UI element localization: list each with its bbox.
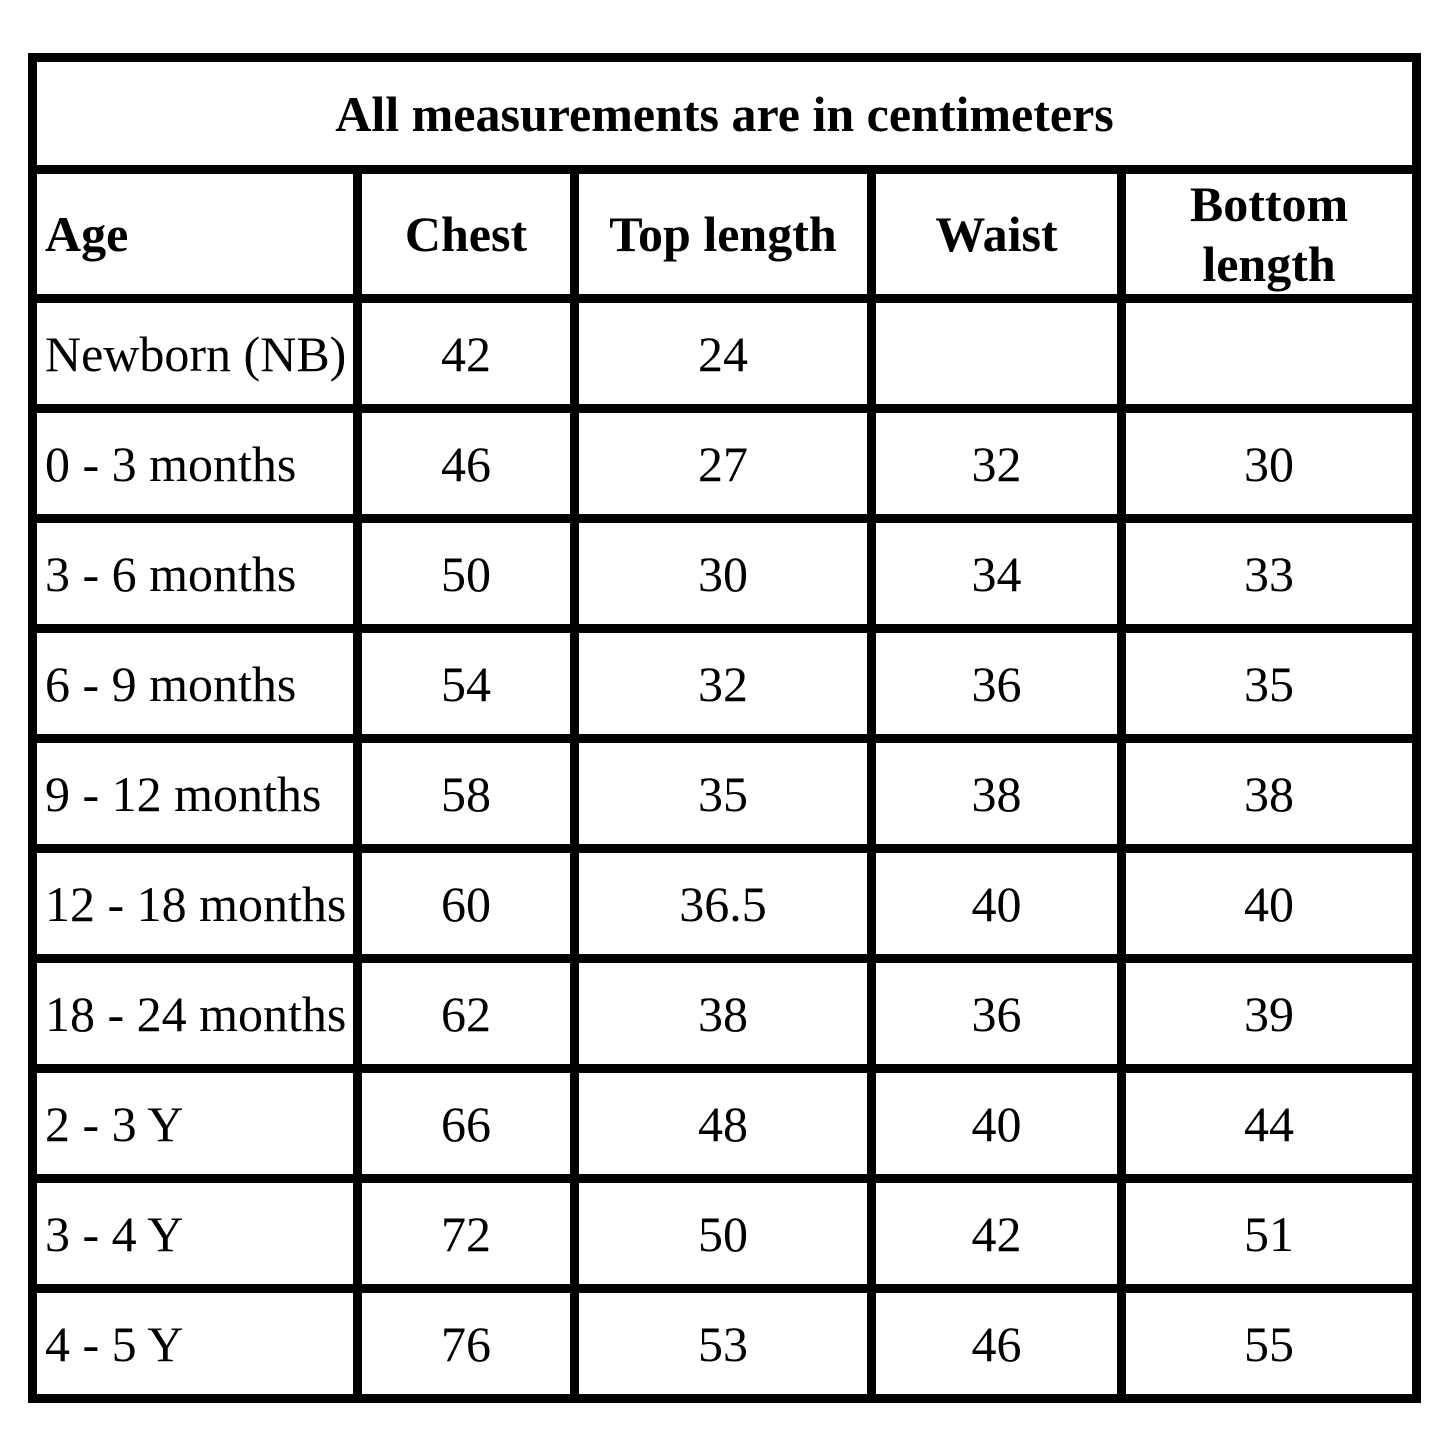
bottom_length-cell: 30 [1117,404,1421,523]
waist-cell: 38 [867,734,1126,853]
table-row: 0 - 3 months 46 27 32 30 [28,404,1421,523]
waist-cell: 40 [867,1064,1126,1183]
top_length-cell: 50 [570,1174,876,1293]
table-row: 4 - 5 Y 76 53 46 55 [28,1284,1421,1403]
top_length-cell: 27 [570,404,876,523]
age-cell: 9 - 12 months [28,734,362,853]
top_length-cell: 30 [570,514,876,633]
chest-cell: 58 [353,734,579,853]
column-header-chest: Chest [353,165,579,303]
column-header-bottom_length: Bottom length [1117,165,1421,303]
bottom_length-cell: 40 [1117,844,1421,963]
waist-cell: 36 [867,624,1126,743]
bottom_length-cell: 39 [1117,954,1421,1073]
column-header-top_length: Top length [570,165,876,303]
bottom_length-cell [1117,294,1421,413]
top_length-cell: 35 [570,734,876,853]
chest-cell: 60 [353,844,579,963]
waist-cell: 42 [867,1174,1126,1293]
chest-cell: 76 [353,1284,579,1403]
bottom_length-cell: 55 [1117,1284,1421,1403]
bottom_length-cell: 33 [1117,514,1421,633]
top_length-cell: 53 [570,1284,876,1403]
header-row: Age Chest Top length Waist Bottom length [28,165,1421,303]
age-cell: Newborn (NB) [28,294,362,413]
waist-cell: 34 [867,514,1126,633]
chest-cell: 72 [353,1174,579,1293]
table-row: 3 - 4 Y 72 50 42 51 [28,1174,1421,1293]
table-row: 18 - 24 months 62 38 36 39 [28,954,1421,1073]
age-cell: 3 - 4 Y [28,1174,362,1293]
waist-cell: 46 [867,1284,1126,1403]
table-row: 3 - 6 months 50 30 34 33 [28,514,1421,633]
bottom_length-cell: 51 [1117,1174,1421,1293]
chest-cell: 42 [353,294,579,413]
waist-cell: 40 [867,844,1126,963]
table-row: 9 - 12 months 58 35 38 38 [28,734,1421,853]
waist-cell: 36 [867,954,1126,1073]
chest-cell: 50 [353,514,579,633]
table-row: 6 - 9 months 54 32 36 35 [28,624,1421,743]
column-header-age: Age [28,165,362,303]
column-header-waist: Waist [867,165,1126,303]
age-cell: 3 - 6 months [28,514,362,633]
age-cell: 0 - 3 months [28,404,362,523]
table-body: All measurements are in centimeters Age C… [28,53,1421,1403]
top_length-cell: 38 [570,954,876,1073]
top_length-cell: 24 [570,294,876,413]
waist-cell [867,294,1126,413]
chest-cell: 66 [353,1064,579,1183]
table-row: Newborn (NB) 42 24 [28,294,1421,413]
bottom_length-cell: 44 [1117,1064,1421,1183]
age-cell: 6 - 9 months [28,624,362,743]
caption-row: All measurements are in centimeters [28,53,1421,174]
chest-cell: 54 [353,624,579,743]
table-row: 2 - 3 Y 66 48 40 44 [28,1064,1421,1183]
age-cell: 2 - 3 Y [28,1064,362,1183]
age-cell: 18 - 24 months [28,954,362,1073]
bottom_length-cell: 35 [1117,624,1421,743]
top_length-cell: 48 [570,1064,876,1183]
waist-cell: 32 [867,404,1126,523]
age-cell: 4 - 5 Y [28,1284,362,1403]
size-chart-table: All measurements are in centimeters Age C… [28,53,1421,1403]
chest-cell: 46 [353,404,579,523]
age-cell: 12 - 18 months [28,844,362,963]
chest-cell: 62 [353,954,579,1073]
table-row: 12 - 18 months 60 36.5 40 40 [28,844,1421,963]
table-caption: All measurements are in centimeters [28,53,1421,174]
top_length-cell: 32 [570,624,876,743]
top_length-cell: 36.5 [570,844,876,963]
bottom_length-cell: 38 [1117,734,1421,853]
